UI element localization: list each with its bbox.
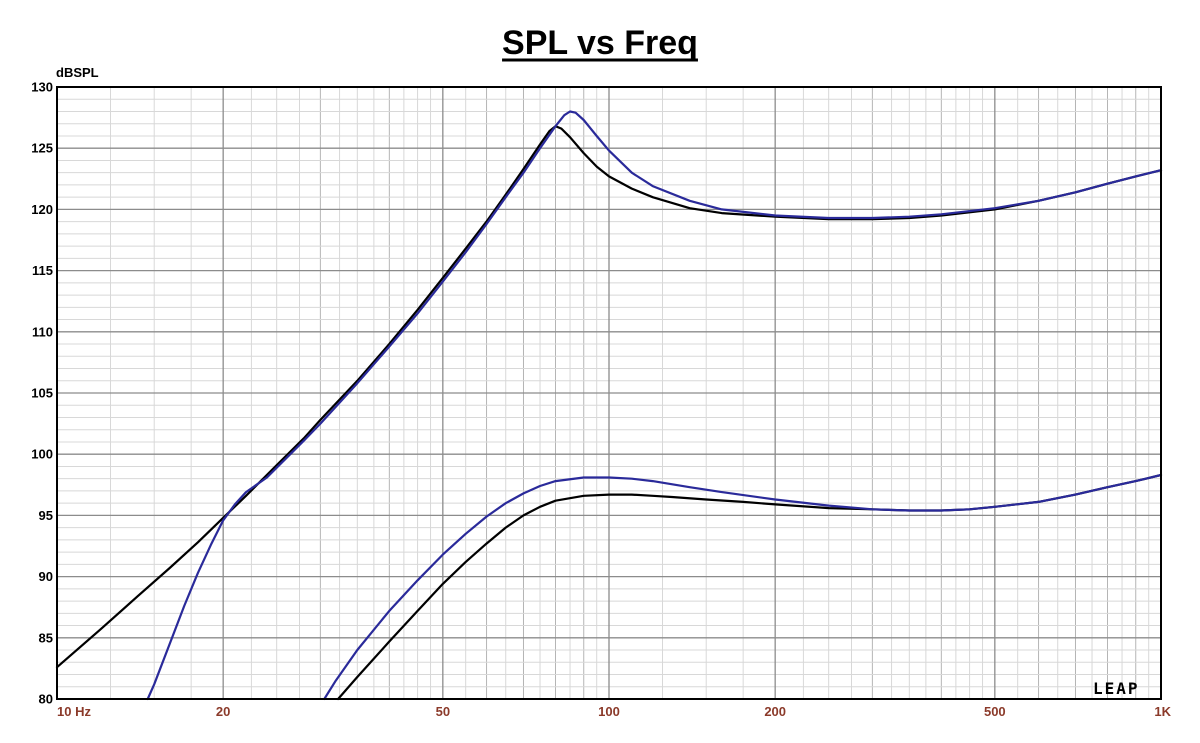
x-tick-label: 10 Hz	[57, 704, 91, 719]
y-tick-label: 115	[32, 263, 53, 278]
x-tick-label: 20	[216, 704, 230, 719]
y-tick-label: 105	[31, 386, 53, 401]
series-line-4	[323, 473, 1163, 701]
leap-logo: LEAP	[1093, 679, 1140, 698]
series-line-3	[337, 473, 1163, 701]
y-tick-label: 120	[31, 202, 53, 217]
y-tick-label: 85	[39, 630, 53, 645]
x-tick-label: 500	[984, 704, 1006, 719]
x-tick-label: 50	[436, 704, 450, 719]
y-tick-labels: 130 125 120 115 110 105 100 95 90 85 80	[31, 80, 53, 707]
plot-frame	[56, 86, 1162, 700]
y-tick-label: 80	[39, 692, 53, 707]
y-tick-label: 110	[32, 324, 53, 339]
series-line-2	[146, 110, 1163, 701]
x-tick-label: 1K	[1154, 704, 1171, 719]
x-tick-labels: 10 Hz 20 50 100 200 500 1K	[57, 704, 1172, 719]
y-tick-label: 90	[39, 569, 53, 584]
chart-title: SPL vs Freq	[502, 24, 698, 62]
y-axis-label: dBSPL	[56, 65, 99, 80]
x-tick-label: 100	[598, 704, 620, 719]
y-tick-label: 95	[39, 508, 53, 523]
series-layer	[55, 110, 1163, 701]
major-gridlines	[57, 87, 1161, 699]
y-tick-label: 130	[31, 80, 53, 95]
y-tick-label: 125	[31, 141, 53, 156]
x-tick-label: 200	[764, 704, 786, 719]
y-tick-label: 100	[31, 447, 53, 462]
